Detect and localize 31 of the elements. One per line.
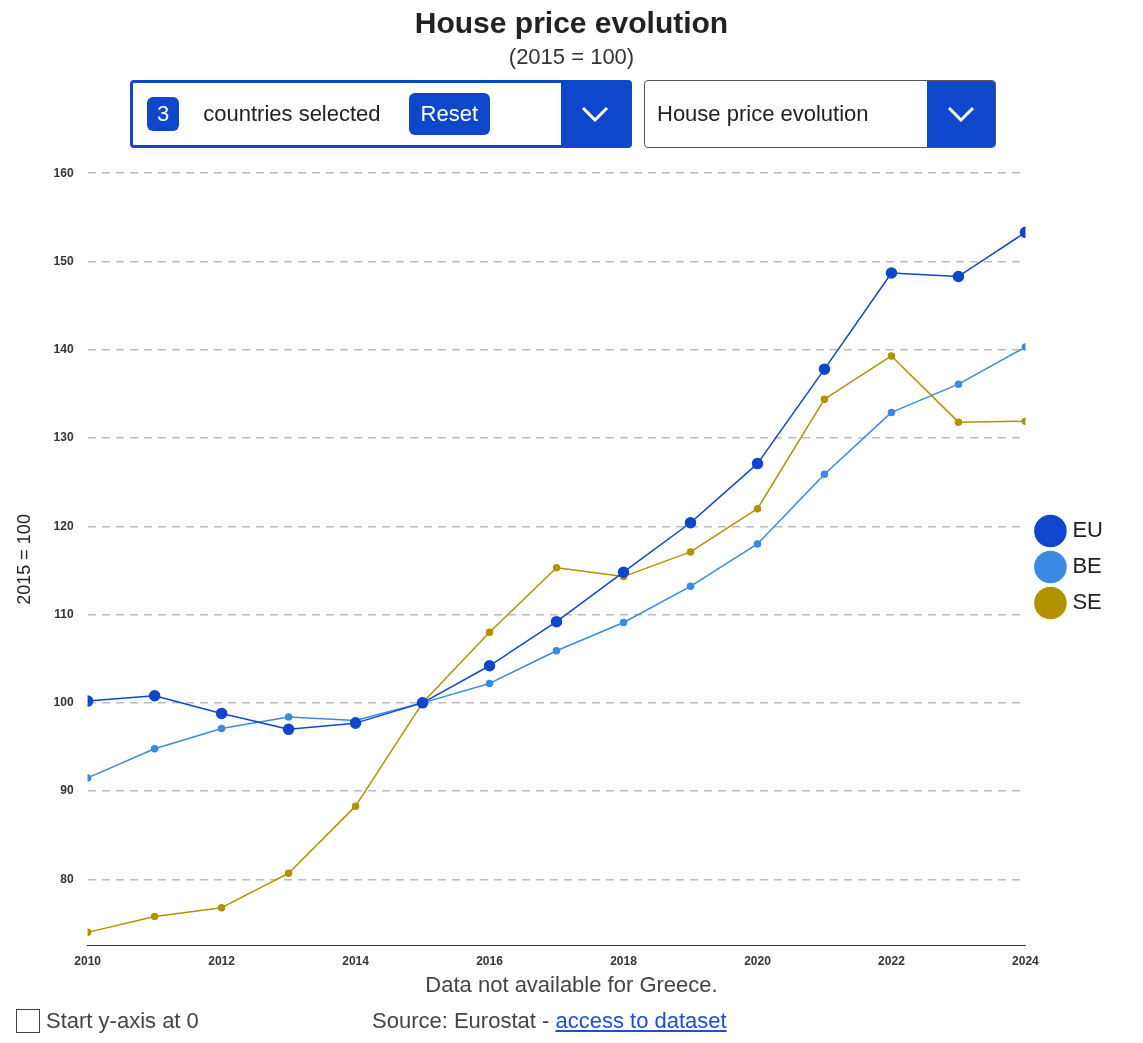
x-tick-label: 2010 (74, 954, 102, 969)
x-tick-label: 2020 (744, 954, 772, 969)
y-tick-label: 100 (53, 695, 74, 710)
text: Start y-axis at 0 (46, 1008, 199, 1034)
chart-subtitle: (2015 = 100) (507, 44, 636, 70)
y-tick-label: 120 (53, 518, 74, 533)
x-tick-label: 2024 (1012, 954, 1040, 969)
x-tick-label: 2012 (208, 954, 236, 969)
text: 3 (147, 97, 180, 131)
chart-title: House price evolution (413, 6, 730, 40)
legend-label: EU (1072, 517, 1103, 543)
y-tick-label: 140 (53, 342, 74, 357)
y-tick-label: 160 (53, 165, 74, 180)
text: House price evolution (657, 101, 869, 127)
text: access to dataset (555, 1008, 727, 1033)
text: Data not available for Greece. (424, 972, 719, 998)
y-tick-label: 130 (53, 430, 74, 445)
y-tick-label: 90 (60, 783, 74, 798)
x-tick-label: 2018 (610, 954, 638, 969)
y-tick-label: 110 (54, 606, 74, 621)
y-tick-label: 150 (53, 253, 74, 268)
legend-label: SE (1072, 589, 1102, 615)
source-note: Source: Eurostat - (372, 1008, 550, 1033)
y-axis-title: 2015 = 100 (13, 514, 34, 605)
x-tick-label: 2022 (878, 954, 906, 969)
y-tick-label: 80 (60, 871, 74, 886)
x-tick-label: 2016 (476, 954, 504, 969)
legend-label: BE (1072, 553, 1102, 579)
text: Reset (408, 93, 491, 135)
x-tick-label: 2014 (342, 954, 370, 969)
text: countries selected (203, 101, 381, 127)
